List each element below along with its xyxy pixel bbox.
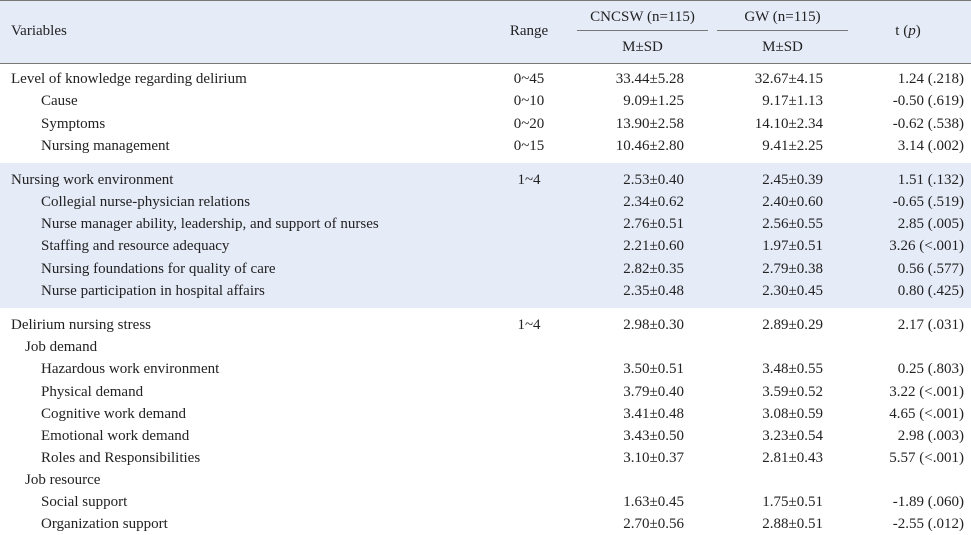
row-group2-value: 3.08±0.59 — [762, 406, 823, 422]
row-group1-value: 2.76±0.51 — [623, 216, 684, 232]
row-group1-value: 3.43±0.50 — [623, 428, 684, 444]
row-t-value: 0.80 (.425) — [897, 283, 964, 299]
row-label: Physical demand — [41, 384, 144, 400]
row-t-value: 2.98 (.003) — [897, 428, 964, 444]
header-group2-msd: M±SD — [762, 39, 803, 55]
row-group1-value: 3.10±0.37 — [623, 450, 684, 466]
row-t-value: 5.57 (<.001) — [889, 450, 964, 466]
header-t-statistic: t (p) — [895, 23, 921, 39]
row-group1-value: 2.34±0.62 — [623, 194, 684, 210]
row-t-value: 1.24 (.218) — [897, 71, 964, 87]
row-group2-value: 2.30±0.45 — [762, 283, 823, 299]
row-t-value: 3.26 (<.001) — [889, 238, 964, 254]
header-group2: GW (n=115) — [744, 9, 821, 25]
row-label: Job demand — [25, 339, 98, 355]
row-t-value: -1.89 (.060) — [892, 494, 964, 510]
row-t-value: -0.62 (.538) — [892, 116, 964, 132]
table-header-background — [0, 1, 971, 63]
row-t-value: 2.17 (.031) — [897, 317, 964, 333]
row-label: Symptoms — [41, 116, 106, 132]
row-range: 0~45 — [513, 71, 545, 87]
row-t-value: -0.50 (.619) — [892, 93, 964, 109]
header-variables: Variables — [11, 23, 67, 39]
row-label: Level of knowledge regarding delirium — [11, 71, 247, 87]
row-group1-value: 2.82±0.35 — [623, 261, 684, 277]
row-label: Collegial nurse-physician relations — [41, 194, 251, 210]
row-t-value: 0.56 (.577) — [897, 261, 964, 277]
top-rule — [0, 0, 971, 1]
row-t-value: 4.65 (<.001) — [889, 406, 964, 422]
row-t-value: -2.55 (.012) — [892, 516, 964, 532]
row-group1-value: 3.41±0.48 — [623, 406, 684, 422]
row-group2-value: 9.17±1.13 — [762, 93, 823, 109]
row-range: 1~4 — [517, 172, 541, 188]
row-group1-value: 2.53±0.40 — [623, 172, 684, 188]
header-group1: CNCSW (n=115) — [590, 9, 695, 25]
row-group2-value: 2.88±0.51 — [762, 516, 823, 532]
row-group2-value: 2.56±0.55 — [762, 216, 823, 232]
row-group2-value: 2.79±0.38 — [762, 261, 823, 277]
row-group2-value: 1.97±0.51 — [762, 238, 823, 254]
row-t-value: 2.85 (.005) — [897, 216, 964, 232]
row-group2-value: 2.89±0.29 — [762, 317, 823, 333]
row-label: Job resource — [25, 472, 101, 488]
row-label: Nursing foundations for quality of care — [41, 261, 276, 277]
row-label: Delirium nursing stress — [11, 317, 151, 333]
row-t-value: 1.51 (.132) — [897, 172, 964, 188]
row-group2-value: 3.48±0.55 — [762, 361, 823, 377]
row-range: 0~20 — [513, 116, 545, 132]
header-bottom-rule — [0, 63, 971, 64]
row-group2-value: 14.10±2.34 — [754, 116, 823, 132]
row-label: Nurse manager ability, leadership, and s… — [41, 216, 379, 232]
group1-header-rule — [577, 30, 708, 31]
row-group1-value: 2.98±0.30 — [623, 317, 684, 333]
row-label: Nurse participation in hospital affairs — [41, 283, 265, 299]
row-group1-value: 3.79±0.40 — [623, 384, 684, 400]
row-label: Nursing management — [41, 138, 170, 154]
row-label: Social support — [41, 494, 128, 510]
row-group1-value: 1.63±0.45 — [623, 494, 684, 510]
row-group2-value: 2.81±0.43 — [762, 450, 823, 466]
row-group2-value: 9.41±2.25 — [762, 138, 823, 154]
row-group1-value: 2.70±0.56 — [623, 516, 684, 532]
header-range: Range — [509, 23, 549, 39]
row-label: Nursing work environment — [11, 172, 174, 188]
row-group1-value: 2.35±0.48 — [623, 283, 684, 299]
row-label: Emotional work demand — [41, 428, 190, 444]
row-range: 0~10 — [513, 93, 545, 109]
row-group1-value: 13.90±2.58 — [615, 116, 684, 132]
row-group2-value: 1.75±0.51 — [762, 494, 823, 510]
row-group2-value: 32.67±4.15 — [754, 71, 823, 87]
row-range: 0~15 — [513, 138, 545, 154]
row-group2-value: 3.23±0.54 — [762, 428, 823, 444]
row-t-value: 3.22 (<.001) — [889, 384, 964, 400]
row-label: Cause — [41, 93, 78, 109]
row-group2-value: 2.40±0.60 — [762, 194, 823, 210]
row-label: Organization support — [41, 516, 168, 532]
row-group1-value: 10.46±2.80 — [615, 138, 684, 154]
row-group1-value: 33.44±5.28 — [615, 71, 684, 87]
row-group2-value: 3.59±0.52 — [762, 384, 823, 400]
row-label: Staffing and resource adequacy — [41, 238, 230, 254]
row-group1-value: 2.21±0.60 — [623, 238, 684, 254]
row-label: Cognitive work demand — [41, 406, 186, 422]
row-label: Hazardous work environment — [41, 361, 220, 377]
row-group1-value: 3.50±0.51 — [623, 361, 684, 377]
header-group1-msd: M±SD — [622, 39, 663, 55]
section-band-work-environment — [0, 163, 971, 308]
row-group1-value: 9.09±1.25 — [623, 93, 684, 109]
row-range: 1~4 — [517, 317, 541, 333]
row-t-value: 0.25 (.803) — [897, 361, 964, 377]
row-label: Roles and Responsibilities — [41, 450, 201, 466]
row-group2-value: 2.45±0.39 — [762, 172, 823, 188]
row-t-value: -0.65 (.519) — [892, 194, 964, 210]
row-t-value: 3.14 (.002) — [897, 138, 964, 154]
group2-header-rule — [717, 30, 848, 31]
